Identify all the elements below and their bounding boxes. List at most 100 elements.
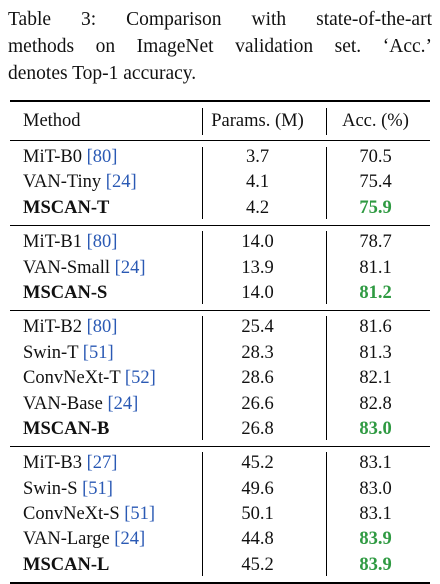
column-separator <box>326 147 327 219</box>
acc-cell: 83.1 <box>359 504 392 525</box>
params-cell: 13.9 <box>241 257 274 278</box>
table-row: MSCAN-L 45.2 83.9 <box>10 553 430 578</box>
params-cell: 26.8 <box>241 418 274 439</box>
acc-cell: 70.5 <box>359 147 392 167</box>
method-cell: MSCAN-B <box>23 417 109 442</box>
column-separator <box>202 452 203 576</box>
header-acc: Acc. (%) <box>342 111 409 131</box>
params-cell: 44.8 <box>241 529 274 550</box>
column-separator <box>326 231 327 304</box>
table-row: VAN-Tiny [24] 4.1 75.4 <box>10 170 430 195</box>
method-cell: ConvNeXt-S [51] <box>23 502 155 527</box>
acc-cell: 81.2 <box>359 282 392 303</box>
comparison-table: Method Params. (M) Acc. (%) MiT-B0 [80] 3… <box>10 100 430 584</box>
acc-cell: 81.1 <box>359 257 392 278</box>
header-params: Params. (M) <box>211 111 304 131</box>
citation-link[interactable]: [24] <box>107 393 139 414</box>
method-name: VAN-Small <box>23 257 115 278</box>
method-cell: MSCAN-T <box>23 196 109 221</box>
method-name: MiT-B1 <box>23 232 87 253</box>
params-cell: 14.0 <box>241 232 274 253</box>
acc-cell: 78.7 <box>359 232 392 253</box>
params-cell: 45.2 <box>241 554 274 575</box>
method-cell: Swin-T [51] <box>23 341 114 366</box>
params-cell: 26.6 <box>241 393 274 414</box>
table-row: Swin-T [51] 28.3 81.3 <box>10 341 430 366</box>
method-cell: ConvNeXt-T [52] <box>23 366 156 391</box>
acc-cell: 83.1 <box>359 453 392 474</box>
acc-cell: 75.9 <box>359 197 392 218</box>
table-body: MiT-B0 [80] 3.7 70.5 VAN-Tiny [24] 4.1 75.4 MS… <box>10 141 430 582</box>
table-header-row: Method Params. (M) Acc. (%) <box>10 102 430 141</box>
table-row: MiT-B0 [80] 3.7 70.5 <box>10 145 430 170</box>
column-separator <box>202 108 203 135</box>
caption-line: denotes Top-1 accuracy. <box>8 63 197 84</box>
method-cell: VAN-Small [24] <box>23 256 145 281</box>
column-separator <box>202 147 203 219</box>
column-separator <box>326 108 327 135</box>
table-row: MiT-B1 [80] 14.0 78.7 <box>10 230 430 255</box>
method-name: Swin-T <box>23 342 83 363</box>
table-group: MiT-B0 [80] 3.7 70.5 VAN-Tiny [24] 4.1 75.4 MS… <box>10 141 430 225</box>
method-name: MSCAN-T <box>23 197 110 218</box>
table-row: ConvNeXt-S [51] 50.1 83.1 <box>10 502 430 527</box>
header-method: Method <box>23 111 81 131</box>
method-cell: MiT-B0 [80] <box>23 145 117 170</box>
table-row: VAN-Base [24] 26.6 82.8 <box>10 392 430 417</box>
citation-link[interactable]: [24] <box>105 172 137 193</box>
method-name: MiT-B3 <box>23 453 87 474</box>
acc-cell: 83.0 <box>359 418 392 439</box>
table-group: MiT-B2 [80] 25.4 81.6 Swin-T [51] 28.3 81.3 Co… <box>10 310 430 446</box>
acc-cell: 81.6 <box>359 317 392 338</box>
params-cell: 3.7 <box>245 147 270 167</box>
method-cell: MiT-B1 [80] <box>23 230 117 255</box>
table-row: MiT-B2 [80] 25.4 81.6 <box>10 315 430 340</box>
acc-cell: 83.0 <box>359 478 392 499</box>
acc-cell: 75.4 <box>359 172 392 193</box>
params-cell: 4.1 <box>245 172 270 193</box>
method-name: MSCAN-B <box>23 418 110 439</box>
citation-link[interactable]: [52] <box>124 368 156 389</box>
method-name: VAN-Large <box>23 529 115 550</box>
table-group: MiT-B1 [80] 14.0 78.7 VAN-Small [24] 13.9 81.… <box>10 225 430 310</box>
params-cell: 4.2 <box>245 197 270 218</box>
method-cell: Swin-S [51] <box>23 477 113 502</box>
citation-link[interactable]: [24] <box>114 529 146 550</box>
params-cell: 14.0 <box>241 282 274 303</box>
citation-link[interactable]: [51] <box>82 342 114 363</box>
acc-cell: 81.3 <box>359 342 392 363</box>
params-cell: 25.4 <box>241 317 274 338</box>
method-cell: VAN-Tiny [24] <box>23 170 137 195</box>
method-name: MSCAN-S <box>23 282 108 303</box>
acc-cell: 82.8 <box>359 393 392 414</box>
method-cell: MiT-B2 [80] <box>23 315 117 340</box>
table-caption: Table 3: Comparison with state-of-the-ar… <box>8 6 432 87</box>
method-name: MSCAN-L <box>23 554 110 575</box>
params-cell: 28.3 <box>241 342 274 363</box>
params-cell: 45.2 <box>241 453 274 474</box>
table-row: MiT-B3 [27] 45.2 83.1 <box>10 451 430 476</box>
method-cell: VAN-Base [24] <box>23 392 138 417</box>
citation-link[interactable]: [51] <box>82 478 113 499</box>
table-row: ConvNeXt-T [52] 28.6 82.1 <box>10 366 430 391</box>
acc-cell: 82.1 <box>359 368 392 389</box>
column-separator <box>326 452 327 576</box>
citation-link[interactable]: [80] <box>86 232 118 253</box>
citation-link[interactable]: [80] <box>86 147 118 167</box>
method-name: VAN-Tiny <box>23 172 106 193</box>
citation-link[interactable]: [24] <box>114 257 146 278</box>
caption-line: Table 3: Comparison with state-of-the-ar… <box>8 9 432 30</box>
table-row: VAN-Small [24] 13.9 81.1 <box>10 256 430 281</box>
citation-link[interactable]: [80] <box>86 317 118 338</box>
table-row: Swin-S [51] 49.6 83.0 <box>10 477 430 502</box>
citation-link[interactable]: [51] <box>124 504 156 525</box>
params-cell: 49.6 <box>241 478 274 499</box>
column-separator <box>202 231 203 304</box>
table-row: MSCAN-T 4.2 75.9 <box>10 196 430 221</box>
acc-cell: 83.9 <box>359 529 392 550</box>
caption-line: methods on ImageNet validation set. ‘Acc… <box>8 36 432 57</box>
method-cell: MSCAN-S <box>23 281 107 306</box>
citation-link[interactable]: [27] <box>86 453 118 474</box>
method-name: Swin-S <box>23 478 83 499</box>
method-name: ConvNeXt-T <box>23 368 125 389</box>
